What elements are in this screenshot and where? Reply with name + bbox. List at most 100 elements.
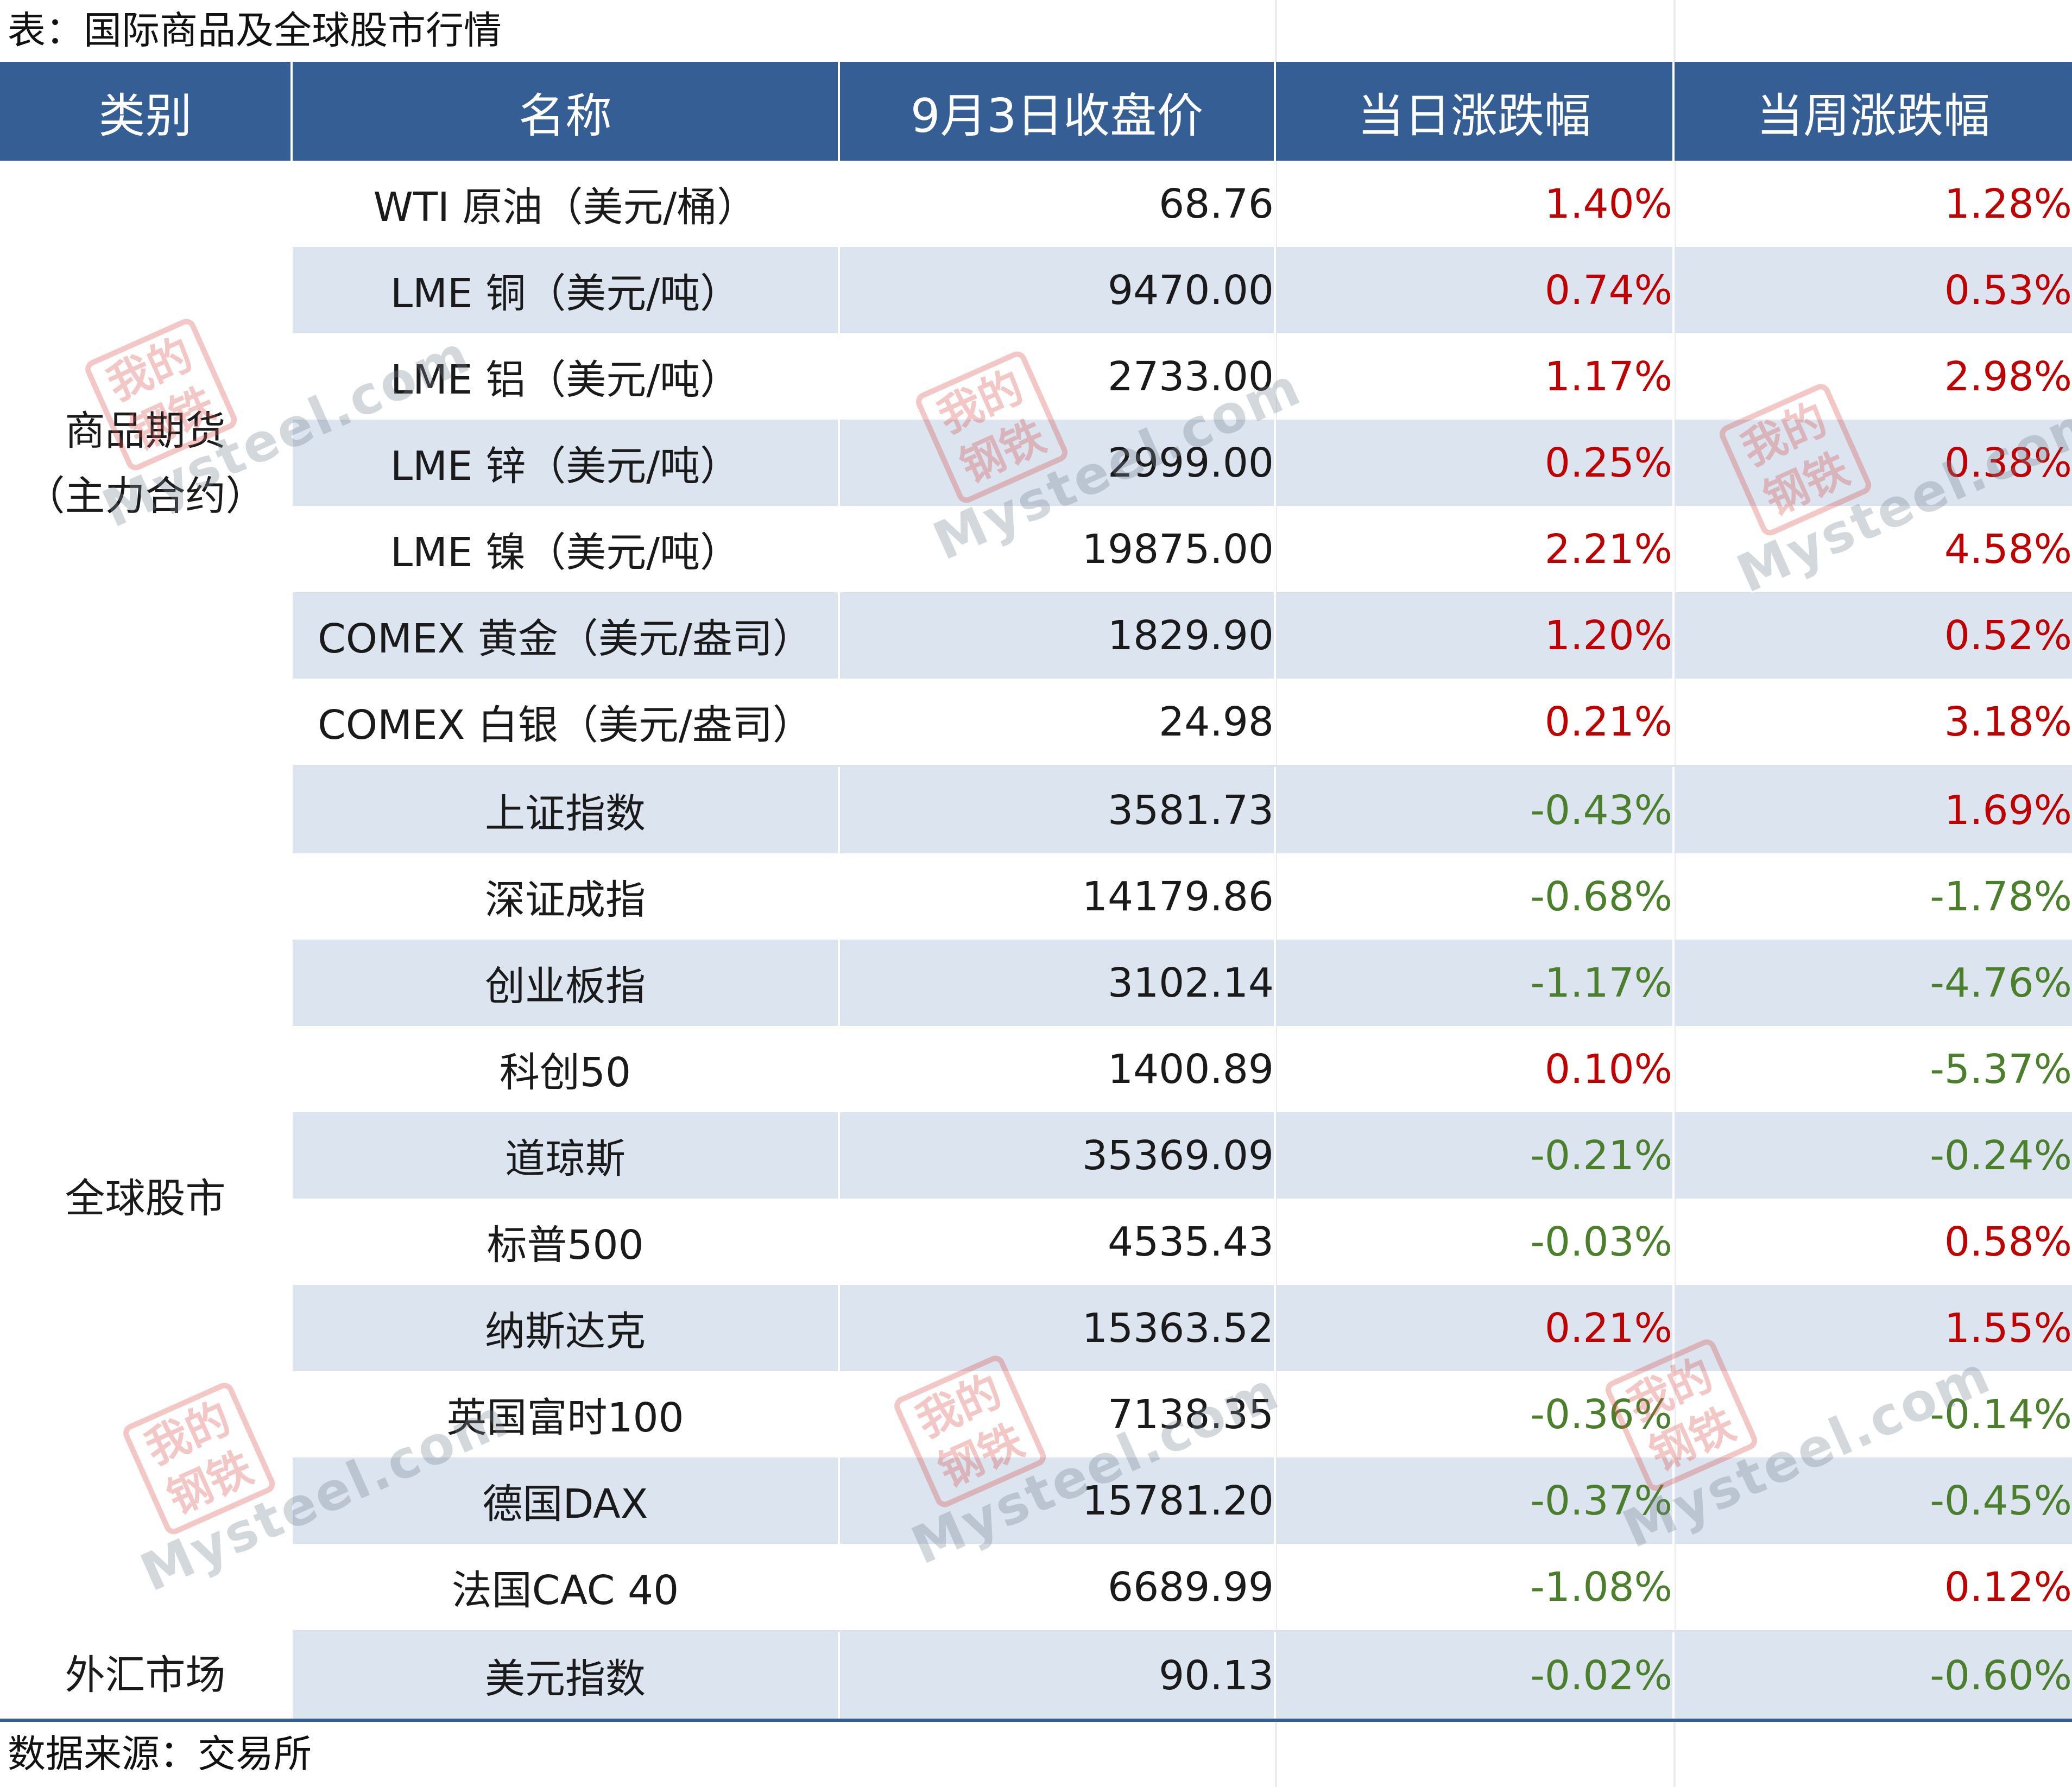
- daily-change-cell: 1.20%: [1275, 592, 1675, 679]
- header-daily-change: 当日涨跌幅: [1275, 62, 1675, 161]
- table-bottom-rule: [0, 1719, 2072, 1722]
- daily-change-cell: 1.40%: [1275, 161, 1675, 247]
- close-price-cell: 3102.14: [839, 940, 1276, 1026]
- close-price-cell: 4535.43: [839, 1199, 1276, 1285]
- close-price-cell: 2733.00: [839, 333, 1276, 420]
- header-name: 名称: [292, 62, 840, 161]
- close-price-cell: 7138.35: [839, 1371, 1276, 1458]
- category-cell: 外汇市场: [0, 1631, 293, 1721]
- close-price-cell: 3581.73: [839, 766, 1276, 853]
- table-row: LME 铜（美元/吨） 9470.00 0.74% 0.53%: [0, 247, 2072, 333]
- close-price-cell: 1400.89: [839, 1026, 1276, 1112]
- weekly-change-cell: -0.24%: [1673, 1112, 2072, 1199]
- daily-change-cell: 0.10%: [1275, 1026, 1675, 1112]
- name-cell: 深证成指: [292, 853, 840, 940]
- weekly-change-cell: -1.78%: [1930, 873, 2072, 920]
- category-cell: 商品期货 （主力合约）: [0, 161, 293, 766]
- name-cell: LME 镍（美元/吨）: [292, 506, 840, 592]
- table-row: LME 锌（美元/吨） 2999.00 0.25% 0.38%: [0, 420, 2072, 506]
- daily-change-cell: -0.68%: [1275, 853, 1675, 940]
- close-price-cell: 14179.86: [839, 853, 1276, 940]
- table-row: 创业板指 3102.14 -1.17% -4.76%: [0, 940, 2072, 1026]
- name-cell: LME 铜（美元/吨）: [292, 247, 840, 333]
- weekly-change-cell: 0.53%: [1673, 247, 2072, 333]
- name-cell: 美元指数: [292, 1631, 840, 1721]
- name-cell: 上证指数: [292, 766, 840, 853]
- daily-change-cell: 0.25%: [1275, 420, 1675, 506]
- daily-change-cell: -0.43%: [1275, 766, 1675, 853]
- close-price-cell: 35369.09: [839, 1112, 1276, 1199]
- close-price-cell: 6689.99: [839, 1544, 1276, 1632]
- name-cell: WTI 原油（美元/桶）: [292, 161, 840, 247]
- daily-change-cell: -0.36%: [1275, 1371, 1675, 1458]
- weekly-change-cell: 1.69%: [1673, 766, 2072, 853]
- weekly-change-cell: 0.52%: [1673, 592, 2072, 679]
- close-price-cell: 15363.52: [839, 1285, 1276, 1371]
- header-weekly-change: 当周涨跌幅: [1673, 62, 2072, 161]
- table-caption: 表：国际商品及全球股市行情: [8, 8, 502, 53]
- daily-change-cell: 0.21%: [1275, 1285, 1675, 1371]
- table-row: LME 铝（美元/吨） 2733.00 1.17% 2.98%: [0, 333, 2072, 420]
- daily-change-cell: 1.17%: [1275, 333, 1675, 420]
- weekly-change-cell: -4.76%: [1673, 940, 2072, 1026]
- table-row: 全球股市 上证指数 3581.73 -0.43% 1.69%: [0, 766, 2072, 1631]
- table-row: 纳斯达克 15363.52 0.21% 1.55%: [0, 1285, 2072, 1371]
- daily-change-cell: 0.74%: [1275, 247, 1675, 333]
- weekly-change-cell: -0.45%: [1673, 1458, 2072, 1544]
- weekly-change-cell: -5.37%: [1930, 1045, 2072, 1093]
- weekly-change-cell: 0.38%: [1673, 420, 2072, 506]
- table-row: 商品期货 （主力合约） WTI 原油（美元/桶） 68.76 1.40% 1.28%: [0, 161, 2072, 766]
- name-cell: 标普500: [292, 1199, 840, 1285]
- weekly-change-cell: 1.28%: [1944, 180, 2072, 227]
- weekly-change-cell: 1.55%: [1673, 1285, 2072, 1371]
- name-cell: COMEX 白银（美元/盎司）: [292, 679, 840, 767]
- close-price-cell: 1829.90: [839, 592, 1276, 679]
- name-cell: COMEX 黄金（美元/盎司）: [292, 592, 840, 679]
- table-row: LME 镍（美元/吨） 19875.00 2.21% 4.58%: [0, 506, 2072, 592]
- table-row: 深证成指 14179.86 -0.68% -1.78%: [0, 853, 2072, 940]
- daily-change-cell: -0.37%: [1275, 1458, 1675, 1544]
- daily-change-cell: 0.21%: [1275, 679, 1675, 767]
- name-cell: LME 锌（美元/吨）: [292, 420, 840, 506]
- table-row: 标普500 4535.43 -0.03% 0.58%: [0, 1199, 2072, 1285]
- daily-change-cell: -1.08%: [1275, 1544, 1675, 1632]
- table-row: 道琼斯 35369.09 -0.21% -0.24%: [0, 1112, 2072, 1199]
- table-row: 德国DAX 15781.20 -0.37% -0.45%: [0, 1458, 2072, 1544]
- name-cell: LME 铝（美元/吨）: [292, 333, 840, 420]
- source-note: 数据来源：交易所: [8, 1732, 312, 1776]
- weekly-change-cell: 0.58%: [1944, 1218, 2072, 1265]
- weekly-change-cell: 4.58%: [1944, 525, 2072, 573]
- daily-change-cell: 2.21%: [1275, 506, 1675, 592]
- close-price-cell: 24.98: [839, 679, 1276, 767]
- name-cell: 法国CAC 40: [292, 1544, 840, 1632]
- name-cell: 英国富时100: [292, 1371, 840, 1458]
- category-cell: 全球股市: [0, 766, 293, 1631]
- table-row: 科创50 1400.89 0.10% -5.37%: [0, 1026, 2072, 1112]
- daily-change-cell: -1.17%: [1275, 940, 1675, 1026]
- close-price-cell: 90.13: [839, 1631, 1276, 1721]
- name-cell: 创业板指: [292, 940, 840, 1026]
- header-category: 类别: [0, 62, 293, 161]
- weekly-change-cell: 0.12%: [1673, 1544, 2072, 1632]
- name-cell: 纳斯达克: [292, 1285, 840, 1371]
- table-row: COMEX 白银（美元/盎司） 24.98 0.21% 3.18%: [0, 679, 2072, 767]
- header-row: 类别 名称 9月3日收盘价 当日涨跌幅 当周涨跌幅: [0, 62, 2072, 161]
- table-row: 外汇市场 美元指数 90.13 -0.02% -0.60%: [0, 1631, 2072, 1721]
- weekly-change-cell: -0.14%: [1930, 1391, 2072, 1438]
- weekly-change-cell: 3.18%: [1673, 679, 2072, 767]
- close-price-cell: 2999.00: [839, 420, 1276, 506]
- market-quotes-table: 类别 名称 9月3日收盘价 当日涨跌幅 当周涨跌幅 商品期货 （主力合约） WTI…: [0, 62, 2072, 1721]
- grid-line: [1673, 0, 1676, 1787]
- header-close-price: 9月3日收盘价: [839, 62, 1276, 161]
- close-price-cell: 15781.20: [839, 1458, 1276, 1544]
- daily-change-cell: -0.02%: [1275, 1631, 1675, 1721]
- table-row: COMEX 黄金（美元/盎司） 1829.90 1.20% 0.52%: [0, 592, 2072, 679]
- name-cell: 科创50: [292, 1026, 840, 1112]
- weekly-change-cell: 2.98%: [1944, 353, 2072, 400]
- close-price-cell: 9470.00: [839, 247, 1276, 333]
- name-cell: 德国DAX: [292, 1458, 840, 1544]
- close-price-cell: 19875.00: [839, 506, 1276, 592]
- table-row: 英国富时100 7138.35 -0.36% -0.14%: [0, 1371, 2072, 1458]
- daily-change-cell: -0.03%: [1275, 1199, 1675, 1285]
